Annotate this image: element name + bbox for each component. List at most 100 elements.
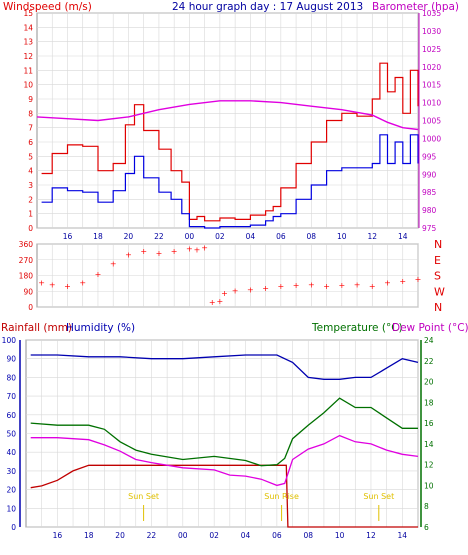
direction-point: +: [95, 270, 102, 279]
windspeed-tick-label: 2: [28, 195, 33, 204]
temperature-tick-label: 8: [424, 502, 429, 511]
series-rainfall: [30, 464, 418, 528]
direction-point: +: [369, 282, 376, 291]
windspeed-tick-label: 14: [23, 23, 33, 32]
barometer-tick-label: 1010: [422, 99, 441, 108]
compass-label: N: [434, 238, 442, 251]
x-tick-label: 10: [335, 531, 345, 540]
direction-point: +: [415, 275, 422, 284]
compass-label: E: [434, 254, 441, 267]
x-tick-label: 22: [147, 531, 157, 540]
direction-point: +: [38, 279, 45, 288]
direction-point: +: [110, 259, 117, 268]
x-tick-label: 20: [124, 232, 134, 241]
barometer-tick-label: 1015: [422, 81, 441, 90]
series-gust: [41, 62, 419, 222]
temperature-tick-label: 16: [424, 419, 434, 428]
direction-point: +: [194, 245, 201, 254]
windspeed-tick-label: 15: [23, 9, 33, 18]
temperature-tick-label: 10: [424, 481, 434, 490]
x-tick-label: 12: [368, 232, 378, 241]
direction-point: +: [399, 277, 406, 286]
barometer-tick-label: 1020: [422, 63, 441, 72]
humidity-tick-label: 10: [6, 504, 16, 513]
direction-point: +: [209, 298, 216, 307]
x-tick-label: 08: [303, 531, 313, 540]
direction-point: +: [140, 247, 147, 256]
sun-label: Sun Set: [363, 492, 394, 501]
series-dewpoint: [30, 434, 419, 487]
barometer-tick-label: 1030: [422, 27, 441, 36]
direction-point: +: [338, 281, 345, 290]
chart-title: 24 hour graph day : 17 August 2013: [172, 1, 363, 13]
x-tick-label: 16: [63, 232, 73, 241]
windspeed-tick-label: 10: [23, 81, 33, 90]
direction-point: +: [217, 297, 224, 306]
direction-point: +: [156, 249, 163, 258]
direction-point: +: [186, 244, 193, 253]
barometer-tick-label: 1000: [422, 134, 441, 143]
compass-label: N: [434, 301, 442, 314]
temperature-tick-label: 18: [424, 398, 434, 407]
direction-point: +: [79, 279, 86, 288]
x-tick-label: 20: [115, 531, 125, 540]
temperature-tick-label: 24: [424, 336, 434, 345]
temperature-axis-title: Temperature (°C): [311, 322, 403, 334]
x-tick-label: 06: [276, 232, 286, 241]
humidity-tick-label: 0: [11, 523, 16, 532]
direction-tick-label: 360: [19, 240, 34, 249]
x-tick-label: 16: [53, 531, 63, 540]
windspeed-tick-label: 5: [28, 152, 33, 161]
compass-label: W: [434, 285, 445, 298]
humidity-tick-label: 50: [6, 430, 16, 439]
sun-label: Sun Set: [128, 492, 159, 501]
series-humidity: [30, 354, 419, 380]
temperature-tick-label: 14: [424, 440, 434, 449]
windspeed-tick-label: 4: [28, 167, 33, 176]
humidity-tick-label: 80: [6, 373, 16, 382]
x-tick-label: 22: [154, 232, 164, 241]
windspeed-tick-label: 1: [28, 210, 33, 219]
series-temperature: [30, 397, 418, 467]
windspeed-tick-label: 6: [28, 138, 33, 147]
humidity-tick-label: 70: [6, 392, 16, 401]
windspeed-tick-label: 9: [28, 95, 33, 104]
x-tick-label: 14: [398, 531, 408, 540]
humidity-tick-label: 40: [6, 448, 16, 457]
temperature-tick-label: 12: [424, 461, 434, 470]
direction-tick-label: 180: [19, 272, 34, 281]
direction-point: +: [232, 286, 239, 295]
x-tick-label: 18: [93, 232, 103, 241]
direction-tick-label: 90: [23, 287, 33, 296]
windspeed-tick-label: 7: [28, 124, 33, 133]
windspeed-tick-label: 13: [23, 38, 33, 47]
temperature-tick-label: 20: [424, 378, 434, 387]
direction-point: +: [262, 284, 269, 293]
windspeed-axis-title: Windspeed (m/s): [3, 1, 92, 13]
barometer-tick-label: 985: [422, 188, 437, 197]
direction-point: +: [384, 279, 391, 288]
direction-point: +: [277, 282, 284, 291]
compass-label: S: [434, 270, 441, 283]
dewpoint-axis-title: Dew Point (°C): [392, 322, 468, 334]
direction-point: +: [308, 280, 315, 289]
x-tick-label: 02: [209, 531, 219, 540]
barometer-tick-label: 1025: [422, 45, 441, 54]
windspeed-tick-label: 3: [28, 181, 33, 190]
windspeed-tick-label: 0: [28, 224, 33, 233]
barometer-axis-title: Barometer (hpa): [372, 1, 459, 13]
x-tick-label: 00: [185, 232, 195, 241]
rainfall-axis-title: Rainfall (mm): [1, 322, 72, 334]
humidity-tick-label: 20: [6, 486, 16, 495]
x-tick-label: 14: [398, 232, 408, 241]
series-average: [41, 134, 419, 229]
direction-point: +: [293, 281, 300, 290]
humidity-tick-label: 100: [2, 336, 17, 345]
humidity-tick-label: 90: [6, 355, 16, 364]
x-tick-label: 18: [84, 531, 94, 540]
windspeed-tick-label: 11: [23, 66, 33, 75]
x-tick-label: 00: [178, 531, 188, 540]
barometer-tick-label: 990: [422, 170, 437, 179]
series-barometer: [36, 100, 419, 131]
